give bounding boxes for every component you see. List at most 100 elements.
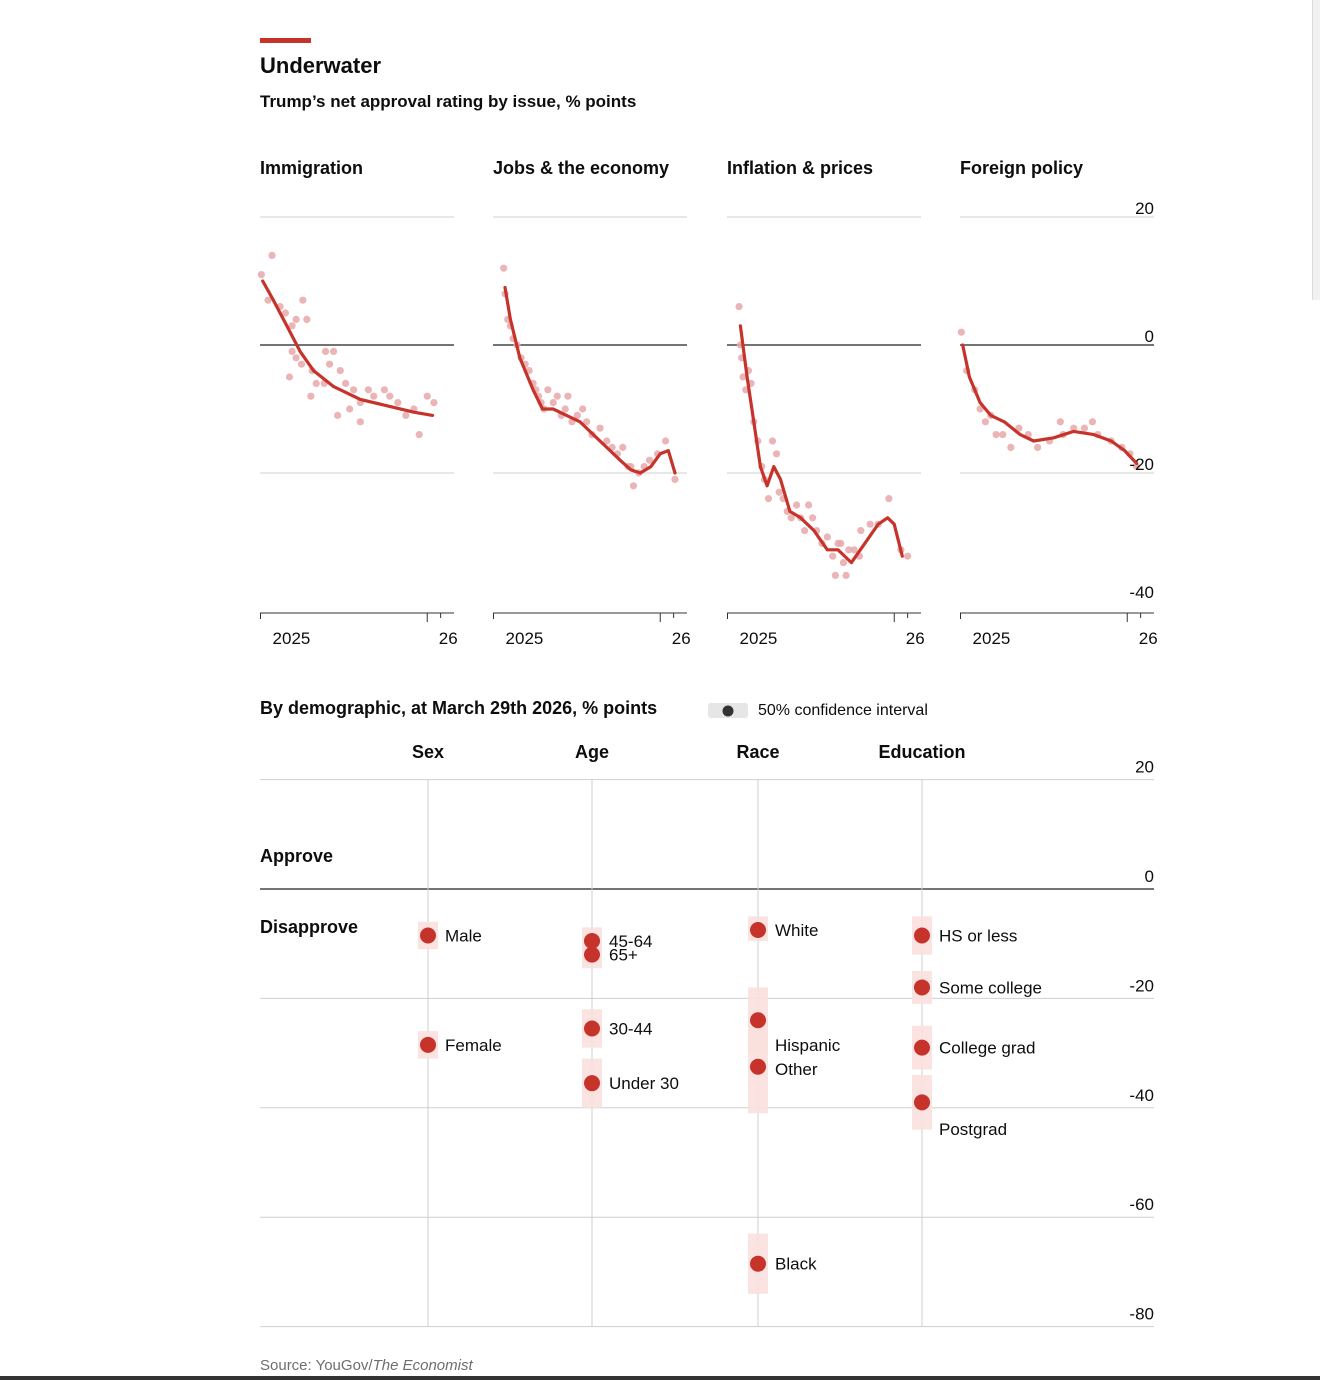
data-point	[823, 533, 831, 541]
data-point	[885, 495, 893, 503]
point-label: Female	[445, 1036, 502, 1055]
data-point	[303, 315, 311, 323]
legend-label: 50% confidence interval	[758, 702, 928, 719]
data-point	[312, 379, 320, 387]
demographic-point	[914, 1039, 930, 1056]
scrollbar[interactable]	[1312, 0, 1320, 300]
demographic-point	[914, 1094, 930, 1111]
data-point	[268, 251, 276, 259]
point-label: 45-64	[609, 932, 652, 951]
trend-line	[738, 324, 904, 565]
y-tick-label: 20	[1135, 758, 1154, 777]
y-tick-label: -60	[1129, 1195, 1154, 1214]
data-point	[735, 303, 743, 311]
demographic-point	[584, 932, 600, 949]
bottom-rule	[0, 1376, 1320, 1380]
data-point	[619, 443, 627, 451]
group-title: Education	[878, 742, 965, 762]
panel-title: Jobs & the economy	[493, 158, 669, 178]
demographic-point	[584, 1020, 600, 1037]
group-title: Race	[736, 742, 779, 762]
data-point	[866, 520, 874, 528]
y-tick-label: -20	[1129, 455, 1154, 474]
data-point	[356, 418, 364, 426]
data-point	[992, 431, 1000, 439]
data-point	[325, 360, 334, 368]
panel-title: Inflation & prices	[727, 158, 873, 178]
data-point	[1080, 424, 1089, 432]
demographic-point	[420, 1036, 436, 1053]
data-point	[257, 271, 265, 279]
data-point	[768, 437, 777, 445]
legend-dot	[722, 705, 734, 717]
data-point	[549, 399, 557, 407]
data-point	[553, 392, 561, 400]
data-point	[850, 546, 858, 554]
disapprove-label: Disapprove	[260, 917, 358, 937]
group-title: Sex	[412, 742, 444, 762]
data-point	[288, 322, 296, 330]
data-point	[739, 373, 747, 381]
data-point	[288, 347, 296, 355]
data-point	[561, 405, 569, 413]
panel-title: Immigration	[260, 158, 363, 178]
point-label: White	[775, 921, 818, 940]
issue-panels: Immigration 2025 26 Jobs & the economy 2025 2…	[257, 158, 1158, 648]
data-point	[839, 559, 848, 567]
data-point	[792, 501, 801, 509]
x-tick-label: 2025	[506, 629, 544, 648]
data-point	[307, 392, 315, 400]
trend-line	[503, 285, 677, 475]
demographic-point	[584, 1075, 600, 1092]
trend-line	[261, 279, 435, 417]
data-point	[386, 392, 394, 400]
group-title: Age	[575, 742, 609, 762]
point-label: Some college	[939, 978, 1042, 997]
point-label: Black	[775, 1255, 817, 1274]
x-tick-label: 2025	[973, 629, 1011, 648]
x-tick-label: 26	[1139, 629, 1158, 648]
data-point	[957, 328, 965, 336]
data-point	[402, 411, 410, 419]
x-tick-label: 2025	[740, 629, 778, 648]
point-label: 65+	[609, 946, 638, 965]
point-label: College grad	[939, 1039, 1035, 1058]
point-label: Male	[445, 926, 482, 945]
data-point	[999, 431, 1007, 439]
x-tick-label: 26	[439, 629, 458, 648]
trend-line	[961, 343, 1139, 465]
data-point	[370, 392, 378, 400]
data-point	[430, 399, 438, 407]
data-point	[334, 411, 342, 419]
data-point	[364, 386, 372, 394]
y-tick-label: -40	[1129, 1086, 1154, 1105]
data-point	[415, 431, 423, 439]
point-label: HS or less	[939, 926, 1017, 945]
data-point	[346, 405, 354, 413]
section-title: By demographic, at March 29th 2026, % po…	[260, 698, 657, 718]
data-point	[981, 418, 990, 426]
y-tick-label: -80	[1129, 1305, 1154, 1324]
data-point	[787, 514, 795, 522]
data-point	[264, 296, 272, 304]
data-point	[380, 386, 389, 394]
data-point	[831, 571, 839, 580]
data-point	[292, 354, 300, 362]
data-point	[1007, 443, 1015, 451]
data-point	[904, 552, 912, 560]
data-point	[661, 437, 670, 445]
data-point	[573, 411, 581, 419]
data-point	[394, 399, 402, 407]
data-point	[1070, 424, 1078, 432]
y-tick-label: 0	[1145, 327, 1154, 346]
data-point	[350, 386, 358, 394]
data-point	[837, 539, 845, 548]
data-point	[336, 367, 344, 375]
data-point	[603, 437, 611, 445]
point-label: Under 30	[609, 1074, 679, 1093]
data-point	[845, 546, 853, 554]
y-tick-label: 20	[1135, 199, 1154, 218]
data-point	[764, 495, 773, 503]
chart-subtitle: Trump’s net approval rating by issue, % …	[260, 92, 636, 111]
